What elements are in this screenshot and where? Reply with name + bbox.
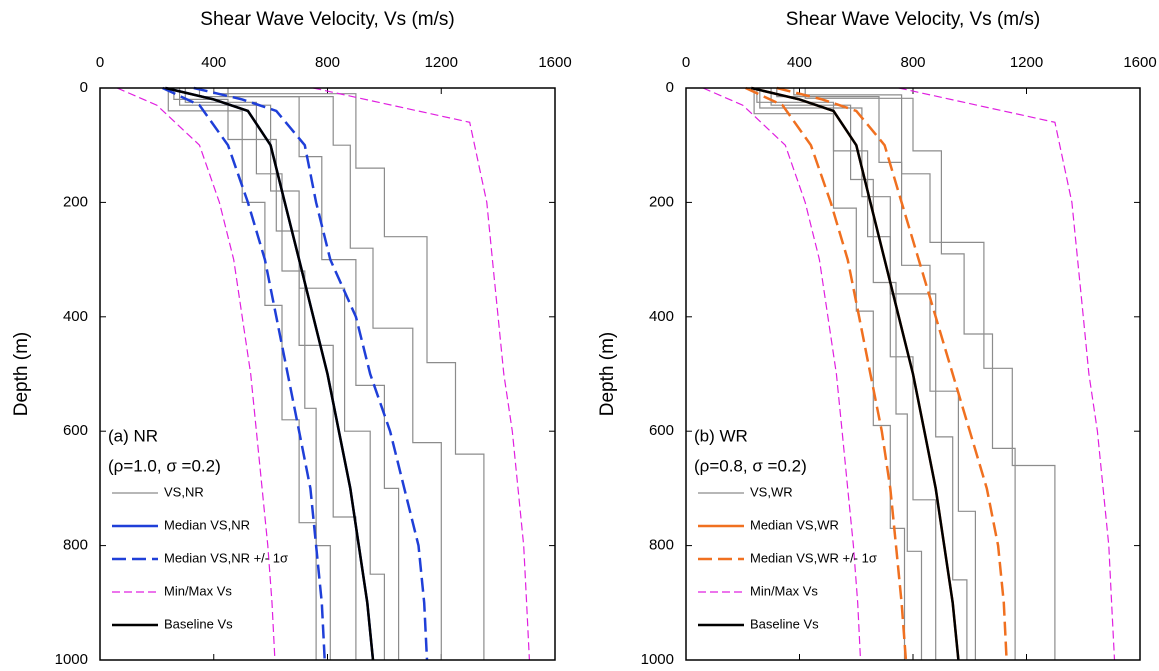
annotation: (ρ=1.0, σ =0.2): [108, 456, 221, 475]
legend-label: Baseline Vs: [750, 616, 819, 631]
annotation: (a) NR: [108, 426, 158, 445]
y-tick-label: 0: [80, 79, 88, 96]
y-axis-title: Depth (m): [597, 332, 618, 416]
y-tick-label: 200: [63, 193, 88, 210]
legend-label: Median VS,NR: [164, 517, 250, 532]
profile-line: [776, 86, 1008, 661]
y-tick-label: 800: [649, 537, 674, 554]
x-tick-label: 1600: [1123, 54, 1156, 71]
x-tick-label: 0: [682, 54, 690, 71]
profile-line: [193, 86, 429, 661]
annotation: (b) WR: [694, 426, 748, 445]
y-tick-label: 400: [649, 308, 674, 325]
x-tick-label: 1600: [538, 54, 571, 71]
profile-line: [173, 88, 357, 660]
chart-title: Shear Wave Velocity, Vs (m/s): [200, 9, 454, 30]
profile-line: [751, 86, 960, 661]
legend-label: VS,NR: [164, 484, 204, 499]
x-tick-label: 400: [787, 54, 812, 71]
plot-frame: [99, 87, 556, 661]
y-tick-label: 1000: [641, 651, 674, 668]
profile-line: [165, 86, 375, 661]
legend-label: Baseline Vs: [164, 616, 233, 631]
profile-line: [116, 87, 276, 661]
profile-line: [313, 87, 530, 661]
legend-label: VS,WR: [750, 484, 793, 499]
y-axis-title: Depth (m): [11, 332, 32, 416]
y-tick-label: 400: [63, 308, 88, 325]
profile-line: [167, 88, 317, 660]
profile-line: [179, 88, 385, 660]
chart-title: Shear Wave Velocity, Vs (m/s): [786, 9, 1040, 30]
profile-line: [793, 88, 1056, 660]
legend-label: Min/Max Vs: [750, 583, 818, 598]
x-tick-label: 1200: [1010, 54, 1043, 71]
legend-label: Median VS,WR +/- 1σ: [750, 550, 877, 565]
profile-line: [162, 86, 326, 661]
y-tick-label: 0: [666, 79, 674, 96]
x-tick-label: 400: [201, 54, 226, 71]
profile-line: [198, 88, 400, 660]
y-tick-label: 600: [63, 422, 88, 439]
legend-label: Min/Max Vs: [164, 583, 232, 598]
annotation: (ρ=0.8, σ =0.2): [694, 456, 807, 475]
legend-label: Median VS,NR +/- 1σ: [164, 550, 288, 565]
profile-line: [184, 88, 331, 660]
y-tick-label: 800: [63, 537, 88, 554]
x-tick-label: 0: [96, 54, 104, 71]
legend-label: Median VS,WR: [750, 517, 839, 532]
profile-line: [804, 88, 1016, 660]
x-tick-label: 800: [315, 54, 340, 71]
plot-frame: [685, 87, 1141, 661]
y-tick-label: 1000: [55, 651, 88, 668]
profile-line: [898, 87, 1116, 661]
profile-line: [227, 88, 442, 660]
profile-line: [776, 88, 976, 660]
profile-line: [702, 87, 862, 661]
x-tick-label: 1200: [425, 54, 458, 71]
y-tick-label: 600: [649, 422, 674, 439]
y-tick-label: 200: [649, 193, 674, 210]
profile-line: [745, 86, 908, 661]
x-tick-label: 800: [900, 54, 925, 71]
profile-line: [213, 88, 485, 660]
profile-line: [753, 88, 906, 660]
